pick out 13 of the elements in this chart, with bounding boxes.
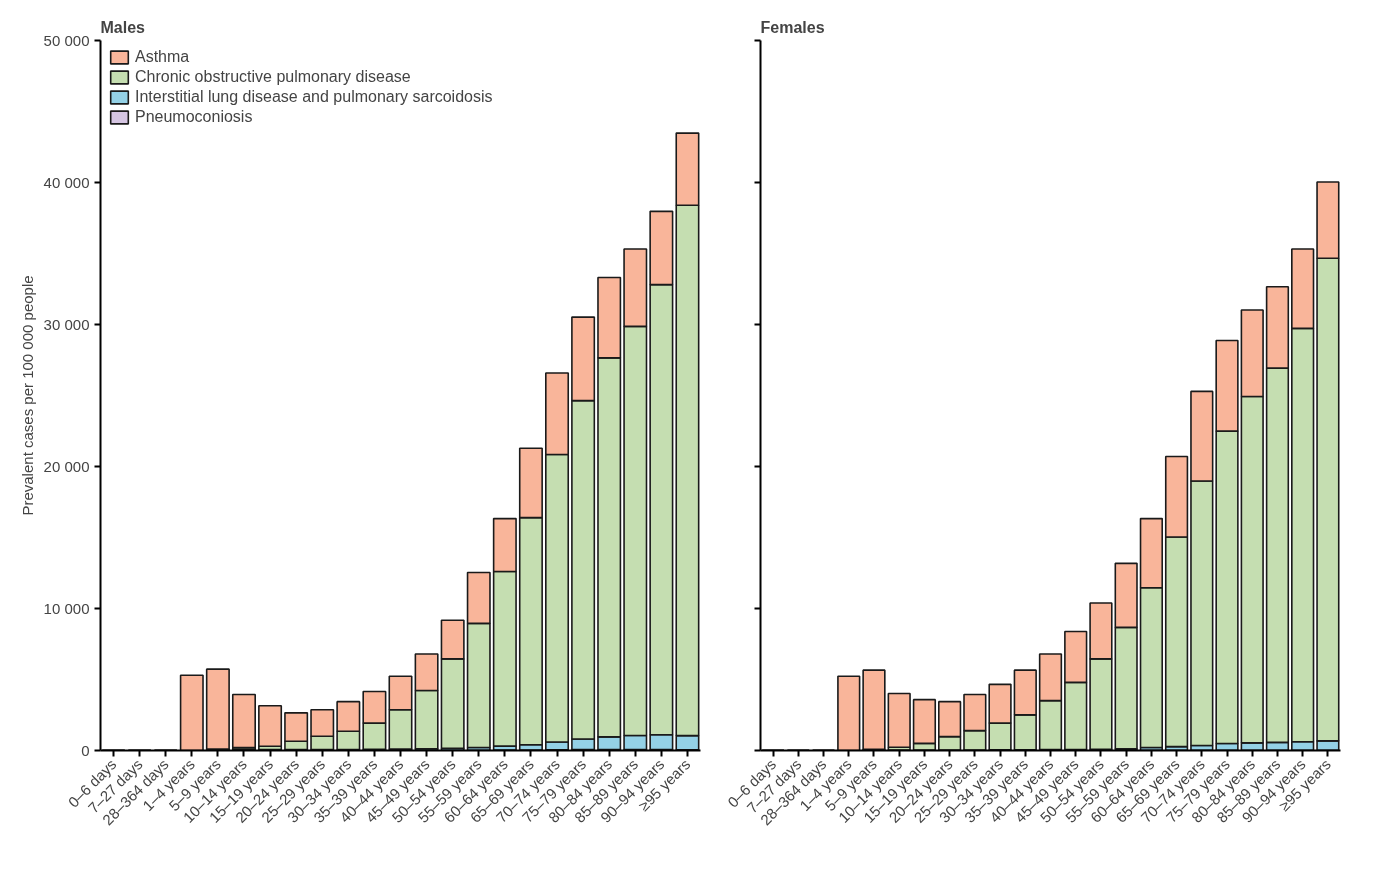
y-tick-label: 50 000 — [43, 32, 90, 49]
legend-label: Chronic obstructive pulmonary disease — [135, 68, 411, 86]
legend-label: Pneumoconiosis — [135, 108, 253, 126]
y-tick-label: 10 000 — [43, 600, 90, 617]
chart-title: Females — [760, 18, 825, 36]
y-tick-label: 0 — [81, 742, 90, 759]
y-axis-title: Prevalent cases per 100 000 people — [18, 275, 36, 516]
y-tick-label: 30 000 — [43, 316, 90, 333]
y-tick-label: 20 000 — [43, 458, 90, 475]
legend-label: Asthma — [135, 48, 190, 66]
y-tick-label: 40 000 — [43, 174, 90, 191]
legend-label: Interstitial lung disease and pulmonary sarcoidosis — [135, 88, 493, 106]
chart-title: Males — [100, 18, 146, 36]
